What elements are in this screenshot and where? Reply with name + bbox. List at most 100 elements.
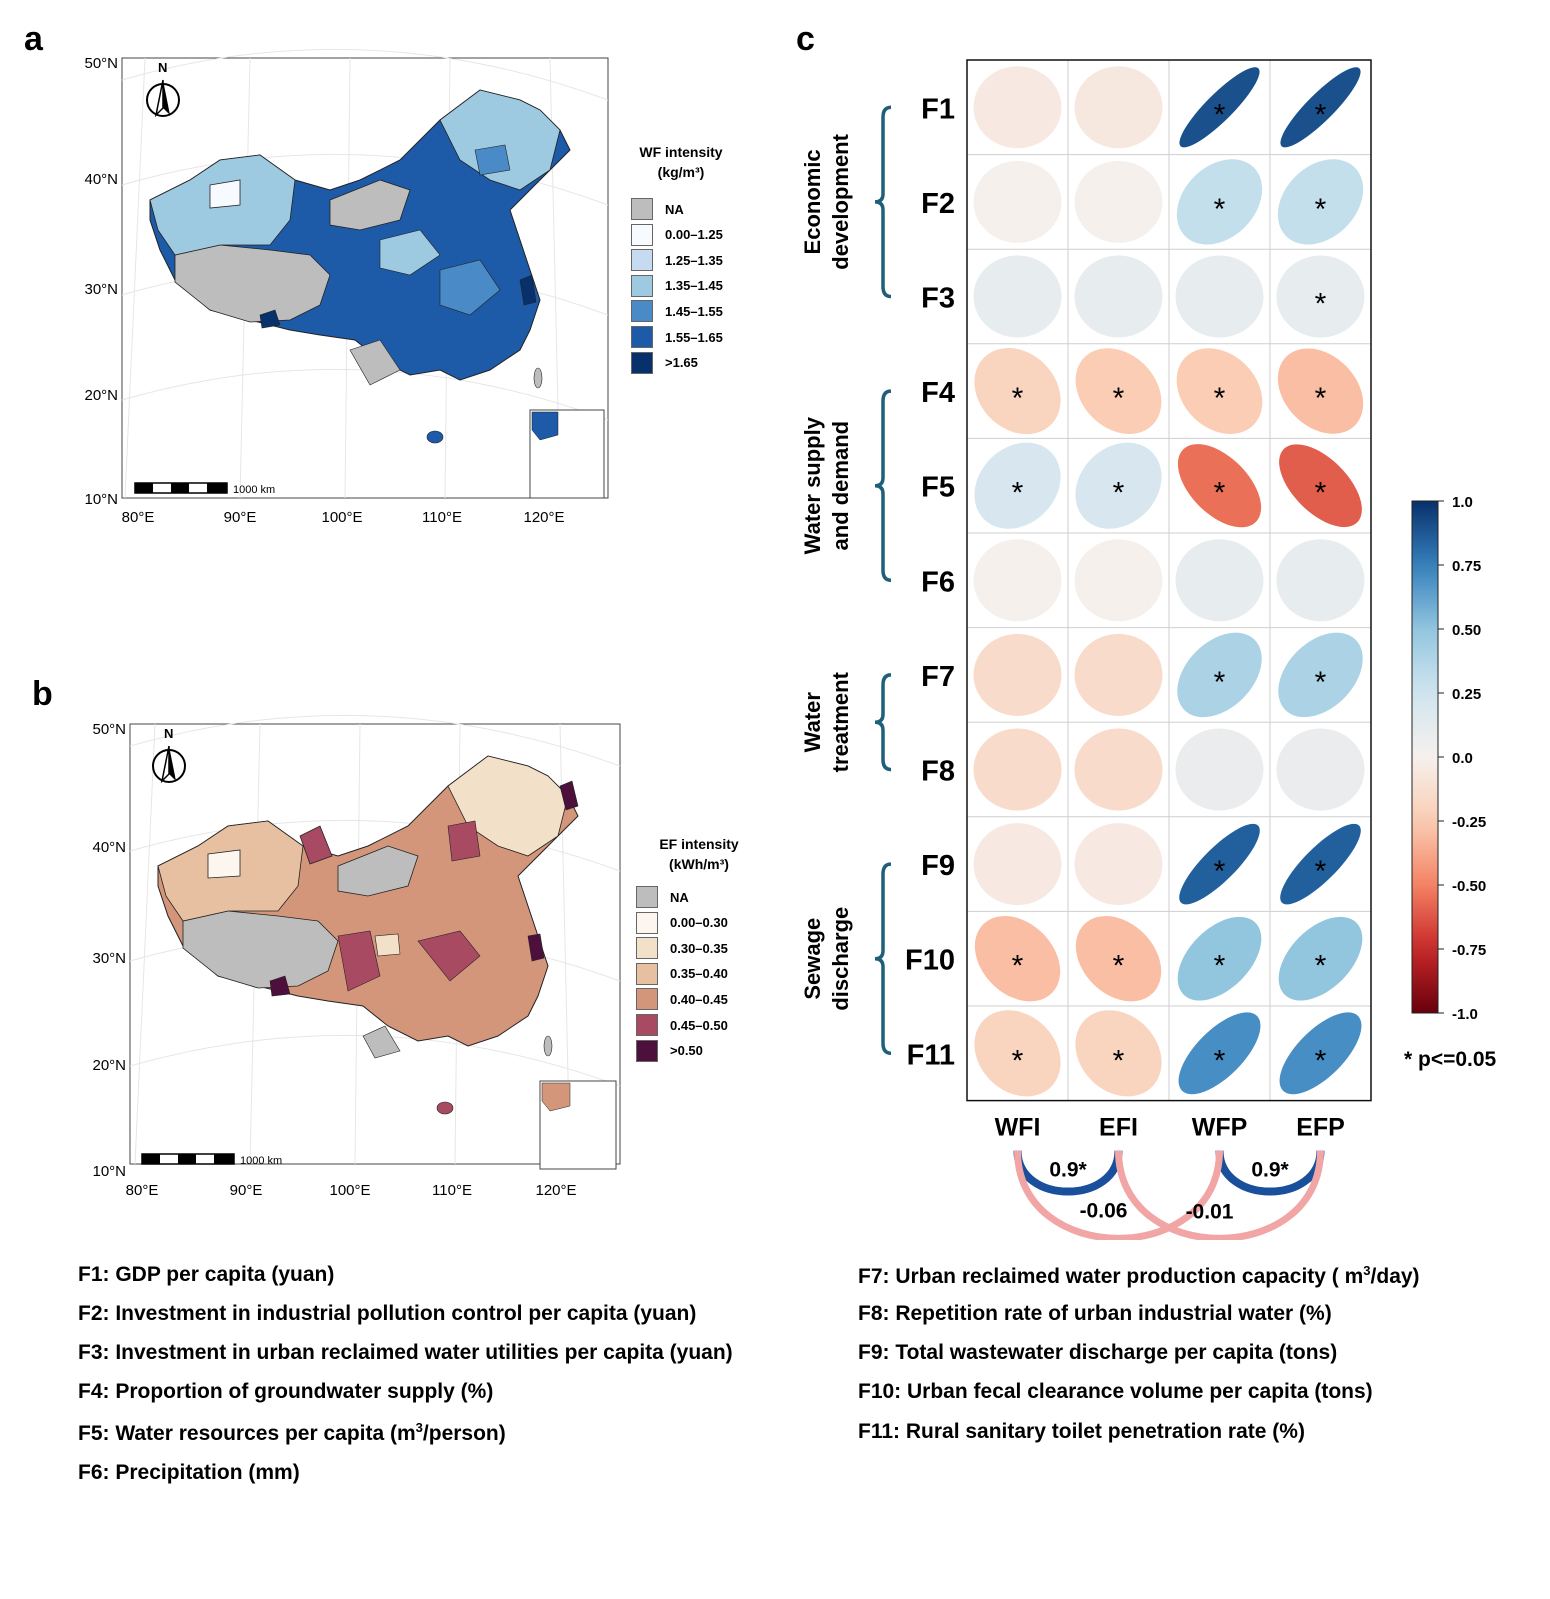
correlation-ellipse: [1276, 255, 1365, 338]
lat-tick: 30°N: [92, 950, 126, 967]
correlation-ellipse: [1175, 728, 1264, 811]
significance-star: *: [1214, 382, 1226, 415]
correlation-ellipse: [1074, 728, 1163, 811]
correlation-ellipse: [1277, 348, 1364, 434]
legend-swatch: [636, 962, 658, 985]
legend-a: WF intensity (kg/m³): [618, 142, 744, 182]
row-label: F1: [921, 93, 955, 125]
pair-label: -0.06: [1080, 1200, 1128, 1223]
colorbar-tick-label: 0.75: [1452, 558, 1481, 575]
legend-item: >1.65: [631, 351, 698, 374]
pair-label: 0.9*: [1049, 1159, 1087, 1182]
group-label: discharge: [828, 907, 853, 1011]
lon-axis: 80°E 90°E 100°E 110°E 120°E: [126, 1182, 577, 1199]
north-arrow-icon: [146, 79, 180, 118]
legend-item: >0.50: [636, 1039, 703, 1062]
correlation-ellipse: [1178, 1012, 1261, 1095]
lat-tick: 40°N: [84, 171, 118, 188]
correlation-ellipse: [1075, 348, 1162, 434]
significance-star: *: [1214, 855, 1226, 888]
legend-label: 0.30–0.35: [670, 940, 728, 956]
correlation-ellipse: [1176, 159, 1263, 245]
significance-star: *: [1315, 666, 1327, 699]
legend-swatch: [636, 937, 658, 960]
significance-star: *: [1113, 477, 1125, 510]
group-label: Economic: [800, 149, 825, 254]
correlation-ellipse: [1276, 539, 1365, 622]
lon-tick: 100°E: [329, 1182, 370, 1199]
correlation-ellipse: [1176, 348, 1263, 434]
legend-b: EF intensity (kWh/m³): [636, 834, 762, 874]
legend-label: 1.45–1.55: [665, 303, 723, 319]
legend-label: 0.00–0.30: [670, 915, 728, 931]
legend-item: 0.45–0.50: [636, 1014, 728, 1036]
map-b: N 1000 km 50°N 40°N 30°N 20°N 10°N 80°E …: [92, 714, 621, 1199]
factor-definition: F2: Investment in industrial pollution c…: [78, 1302, 697, 1325]
legend-label: 1.25–1.35: [665, 252, 723, 268]
factor-definition: F8: Repetition rate of urban industrial …: [858, 1302, 1332, 1325]
pair-label: -0.01: [1186, 1201, 1234, 1224]
correlation-ellipse: [974, 1010, 1061, 1097]
factor-definition: F5: Water resources per capita (m3/perso…: [78, 1420, 506, 1446]
panel-b-letter: b: [32, 675, 53, 713]
correlation-ellipse: [1074, 539, 1163, 622]
colorbar-tick-label: 0.50: [1452, 622, 1481, 639]
correlation-ellipse: [1276, 728, 1365, 811]
colorbar-tick-label: -0.25: [1452, 814, 1486, 831]
panel-a-letter: a: [24, 20, 43, 58]
significance-star: *: [1214, 1044, 1226, 1077]
legend-b-unit: (kWh/m³): [669, 856, 729, 872]
scale-label: 1000 km: [240, 1155, 282, 1167]
legend-label: 0.45–0.50: [670, 1017, 728, 1033]
scale-label: 1000 km: [233, 484, 275, 496]
colorbar-tick-label: -0.50: [1452, 878, 1486, 895]
legend-item: 0.40–0.45: [636, 988, 728, 1011]
lat-axis: 50°N 40°N 30°N 20°N 10°N: [92, 721, 126, 1180]
correlation-ellipse: [1280, 67, 1361, 148]
lat-tick: 50°N: [84, 55, 118, 72]
significance-star: *: [1113, 382, 1125, 415]
legend-item: 1.55–1.65: [631, 326, 723, 348]
significance-star: *: [1012, 477, 1024, 510]
factor-definition: F1: GDP per capita (yuan): [78, 1263, 335, 1286]
legend-a-unit: (kg/m³): [657, 164, 705, 180]
correlation-ellipse: [974, 348, 1061, 435]
correlation-ellipse: [1075, 442, 1162, 529]
column-label: WFP: [1192, 1114, 1248, 1142]
group-bracket: [874, 673, 892, 772]
legend-label: NA: [665, 201, 684, 217]
significance-star: *: [1012, 950, 1024, 983]
correlation-ellipse: [973, 823, 1062, 906]
significance-star: *: [1214, 98, 1226, 131]
legend-swatch: [636, 988, 658, 1011]
group-label: development: [828, 133, 853, 269]
pair-arc: [1115, 1150, 1324, 1240]
legend-item: 0.30–0.35: [636, 937, 728, 960]
legend-swatch: [636, 1014, 658, 1036]
correlation-ellipse: [1175, 539, 1264, 622]
legend-swatch: [631, 223, 653, 246]
significance-star: *: [1214, 666, 1226, 699]
map-a: N 1000 km 50°N 40°N 30°N 20°N 10°N 80°E …: [84, 48, 609, 526]
lon-tick: 110°E: [432, 1182, 472, 1199]
colorbar-tick-label: -0.75: [1452, 942, 1486, 959]
lat-tick: 10°N: [84, 491, 118, 508]
correlation-ellipse: [1074, 633, 1163, 716]
row-label: F8: [921, 756, 955, 788]
correlation-ellipse: [974, 916, 1061, 1002]
superscript: 3: [1363, 1263, 1371, 1278]
lon-tick: 90°E: [224, 509, 257, 526]
north-arrow-icon: [152, 745, 186, 784]
lon-axis: 80°E 90°E 100°E 110°E 120°E: [122, 509, 565, 526]
factor-definition: F6: Precipitation (mm): [78, 1461, 300, 1484]
colorbar-tick-label: -1.0: [1452, 1006, 1478, 1023]
factor-definition-text: F7: Urban reclaimed water production cap…: [858, 1265, 1364, 1288]
column-label: EFI: [1099, 1114, 1138, 1142]
significance-star: *: [1315, 193, 1327, 226]
lon-tick: 80°E: [122, 509, 155, 526]
lon-tick: 100°E: [321, 509, 362, 526]
significance-star: *: [1315, 950, 1327, 983]
plot-frame: [966, 59, 1372, 1102]
correlation-ellipse: [973, 160, 1062, 243]
correlation-ellipse: [973, 728, 1062, 811]
